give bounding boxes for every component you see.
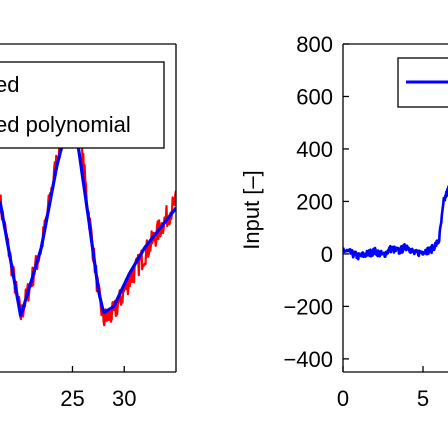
left-legend-box — [0, 61, 165, 149]
right-y-tick-group: 800 600 400 200 0 −200 −400 — [283, 32, 349, 372]
left-legend: ed ed polynomial — [0, 61, 165, 149]
left-series-group — [0, 68, 176, 327]
right-x-tick-label: 5 — [417, 386, 429, 411]
left-x-tick-group: 25 30 — [60, 366, 136, 411]
left-legend-label-1: ed — [0, 72, 19, 97]
left-chart-panel: 25 30 ed ed polynomial — [0, 43, 177, 411]
right-y-tick-label: 400 — [296, 137, 333, 162]
left-series-line-2 — [0, 124, 176, 317]
left-x-tick-label: 25 — [60, 386, 84, 411]
right-y-axis-label: Input [–] — [239, 170, 264, 250]
right-x-tick-label: 0 — [337, 386, 349, 411]
right-y-tick-label: 600 — [296, 84, 333, 109]
right-y-tick-label: −200 — [283, 294, 333, 319]
left-x-tick-label: 30 — [112, 386, 136, 411]
right-y-tick-label: 0 — [321, 242, 333, 267]
right-series-group — [343, 185, 448, 261]
right-series-line-1 — [343, 185, 448, 261]
right-y-tick-label: −400 — [283, 347, 333, 372]
right-legend — [397, 57, 448, 108]
right-y-tick-label: 800 — [296, 32, 333, 57]
left-legend-label-2: ed polynomial — [0, 112, 131, 137]
right-y-tick-label: 200 — [296, 189, 333, 214]
